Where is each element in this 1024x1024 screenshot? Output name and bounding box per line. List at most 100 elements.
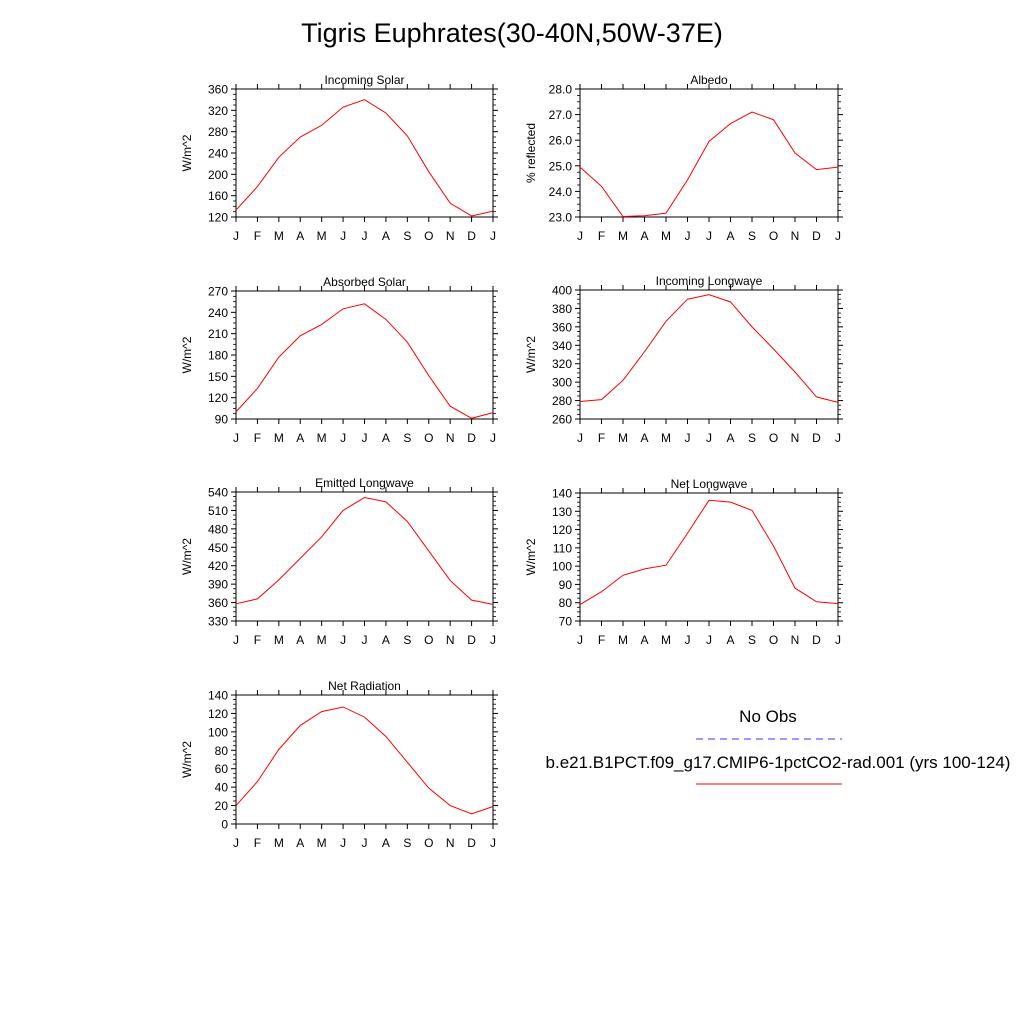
y-tick-label: 120 xyxy=(208,211,228,225)
x-tick-label: J xyxy=(490,431,496,445)
x-tick-label: D xyxy=(467,431,476,445)
x-tick-label: M xyxy=(274,431,284,445)
x-tick-label: F xyxy=(254,229,261,243)
x-tick-label: J xyxy=(340,229,346,243)
x-tick-label: J xyxy=(362,229,368,243)
x-tick-label: A xyxy=(296,229,304,243)
x-tick-label: J xyxy=(340,431,346,445)
x-tick-label: S xyxy=(748,229,756,243)
x-tick-label: M xyxy=(274,836,284,850)
y-tick-label: 540 xyxy=(208,486,228,500)
x-tick-label: J xyxy=(490,836,496,850)
plot-frame xyxy=(235,694,494,825)
chart-absorbed-solar: Absorbed Solar W/m^2 90 120 150 180 210 240 270 J… xyxy=(180,275,498,445)
x-tick-label: A xyxy=(726,229,734,243)
y-tick-label: 100 xyxy=(552,560,572,574)
y-tick-label: 240 xyxy=(208,306,228,320)
figure-title: Tigris Euphrates(30-40N,50W-37E) xyxy=(301,18,723,48)
series-line-incoming-solar xyxy=(235,99,494,217)
y-tick-label: 280 xyxy=(208,125,228,139)
x-tick-label: D xyxy=(467,633,476,647)
chart-net-longwave: Net Longwave W/m^2 70 80 90 100 110 120 130 140 J F… xyxy=(524,477,843,647)
y-tick-label: 25.0 xyxy=(549,159,573,173)
y-tick-label: 360 xyxy=(208,596,228,610)
x-tick-label: M xyxy=(661,229,671,243)
chart-title: Emitted Longwave xyxy=(315,476,414,490)
y-tick-label: 90 xyxy=(559,578,573,592)
chart-panels: Incoming SolarW/m^2120160200240280320360… xyxy=(180,73,843,850)
x-tick-label: N xyxy=(446,431,455,445)
y-tick-label: 510 xyxy=(208,504,228,518)
y-axis-label: W/m^2 xyxy=(524,336,538,373)
x-tick-label: O xyxy=(769,229,778,243)
x-tick-label: A xyxy=(382,229,390,243)
x-tick-label: N xyxy=(791,229,800,243)
y-tick-label: 0 xyxy=(221,818,228,832)
chart-albedo: Albedo % reflected 23.0 24.0 25.0 26.0 27.0 28.… xyxy=(524,73,843,243)
plot-frame xyxy=(235,491,494,622)
x-tick-label: F xyxy=(254,431,261,445)
y-tick-label: 360 xyxy=(208,83,228,97)
x-tick-label: O xyxy=(424,229,433,243)
x-tick-label: A xyxy=(640,229,648,243)
series-line-albedo xyxy=(579,111,839,217)
y-tick-label: 23.0 xyxy=(549,211,573,225)
y-tick-label: 210 xyxy=(208,327,228,341)
x-tick-label: J xyxy=(706,229,712,243)
x-tick-label: J xyxy=(685,633,691,647)
legend-obs-label: No Obs xyxy=(739,707,797,726)
x-tick-label: J xyxy=(362,836,368,850)
x-tick-label: N xyxy=(791,633,800,647)
chart-title: Incoming Solar xyxy=(324,73,404,87)
chart-incoming-longwave: Incoming Longwave W/m^2 260 280 300 320 340 360… xyxy=(524,274,843,445)
x-tick-label: S xyxy=(748,431,756,445)
y-tick-label: 400 xyxy=(552,284,572,298)
x-tick-label: J xyxy=(362,633,368,647)
x-tick-label: M xyxy=(618,633,628,647)
y-axis-label: W/m^2 xyxy=(180,538,194,575)
x-tick-label: A xyxy=(726,431,734,445)
x-tick-label: J xyxy=(706,431,712,445)
y-tick-label: 110 xyxy=(553,541,572,555)
y-tick-label: 270 xyxy=(208,285,228,299)
series-line-net-longwave xyxy=(579,499,839,605)
x-tick-label: J xyxy=(233,229,239,243)
y-tick-label: 120 xyxy=(208,391,228,405)
y-tick-label: 100 xyxy=(208,725,228,739)
x-tick-label: D xyxy=(467,836,476,850)
y-tick-label: 130 xyxy=(552,505,572,519)
x-tick-label: N xyxy=(446,229,455,243)
series-line-emitted-longwave xyxy=(235,497,494,605)
y-tick-label: 320 xyxy=(552,357,572,371)
legend-model-label: b.e21.B1PCT.f09_g17.CMIP6-1pctCO2-rad.00… xyxy=(546,753,1011,772)
y-axis-label: % reflected xyxy=(524,123,538,183)
x-tick-label: J xyxy=(706,633,712,647)
x-tick-label: J xyxy=(490,633,496,647)
y-tick-label: 390 xyxy=(208,578,228,592)
x-tick-label: O xyxy=(769,633,778,647)
plot-frame xyxy=(579,492,839,622)
x-tick-label: F xyxy=(598,633,605,647)
plot-frame xyxy=(235,290,494,420)
x-tick-label: A xyxy=(726,633,734,647)
y-tick-label: 120 xyxy=(208,707,228,721)
x-tick-label: J xyxy=(340,633,346,647)
y-tick-label: 70 xyxy=(559,615,573,629)
x-tick-label: N xyxy=(791,431,800,445)
y-axis-label: W/m^2 xyxy=(180,134,194,171)
chart-title: Net Longwave xyxy=(671,477,748,491)
legend: No Obs b.e21.B1PCT.f09_g17.CMIP6-1pctCO2… xyxy=(546,707,1011,785)
chart-title: Absorbed Solar xyxy=(323,275,406,289)
y-tick-label: 330 xyxy=(208,615,228,629)
x-tick-label: O xyxy=(424,836,433,850)
x-tick-label: J xyxy=(577,431,583,445)
y-axis-label: W/m^2 xyxy=(180,336,194,373)
x-tick-label: O xyxy=(424,431,433,445)
x-tick-label: J xyxy=(685,431,691,445)
y-tick-label: 80 xyxy=(215,744,229,758)
x-tick-label: M xyxy=(274,633,284,647)
series-line-net-radiation xyxy=(235,706,494,815)
y-tick-label: 380 xyxy=(552,302,572,316)
x-tick-label: J xyxy=(233,431,239,445)
chart-title: Net Radiation xyxy=(328,679,401,693)
